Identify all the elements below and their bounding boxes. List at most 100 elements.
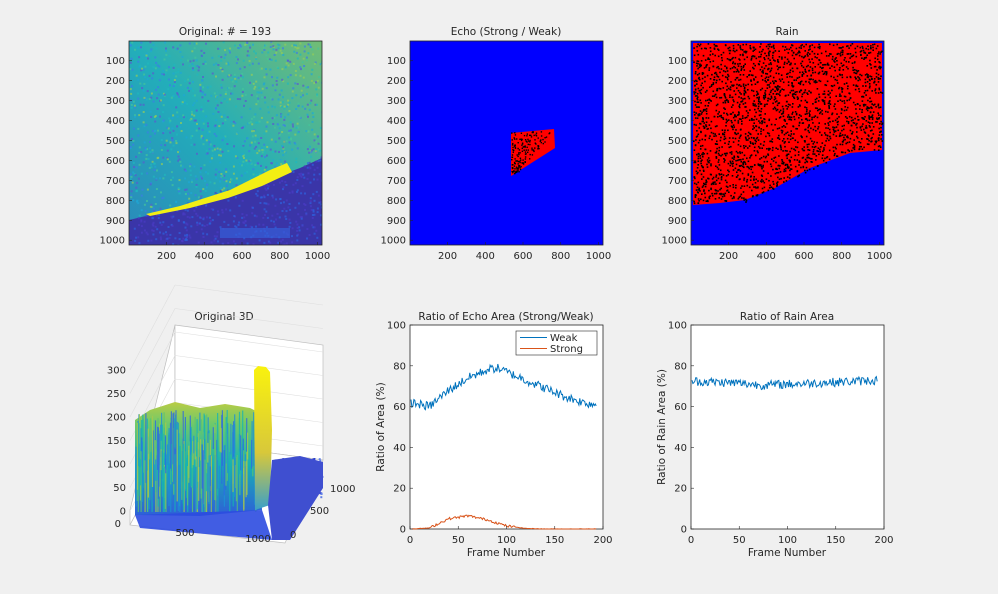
y-tick-label: 200 xyxy=(106,76,125,87)
x-tick-label: 150 xyxy=(826,535,845,546)
y-tick-label: 200 xyxy=(668,76,687,87)
rain-ratio-title: Ratio of Rain Area xyxy=(740,311,834,323)
panel-3d-title: Original 3D xyxy=(194,311,253,323)
x-tick-label: 400 xyxy=(195,251,214,262)
x-tick-label: 600 xyxy=(513,251,532,262)
y-tick-label: 80 xyxy=(674,361,687,372)
y-tick-label: 700 xyxy=(668,176,687,187)
y-tick-label: 100 xyxy=(106,56,125,67)
legend-strong-label: Strong xyxy=(550,344,583,355)
x-tick-label: 100 xyxy=(778,535,797,546)
y-tick-label: 200 xyxy=(387,76,406,87)
y-tick-label: 100 xyxy=(668,321,687,332)
original-noise-texture xyxy=(129,41,322,245)
echo-ticks: 200 400 600 800 1000 100 200 300 400 500 600 700 800… xyxy=(381,56,612,262)
panel-original: Original: # = 193 200 400 600 800 1000100200… xyxy=(100,26,331,262)
y-tick-label: 400 xyxy=(387,116,406,127)
panel-rain: Rain 200 400 600 800 1000 100 200 300 400 500 600 7… xyxy=(662,26,893,262)
rain-ratio-lines xyxy=(691,375,878,391)
y-tick-label: 1000 xyxy=(100,236,125,247)
panel-rain-ratio: Ratio of Rain Area 0 50 100 150 200 0 20 40 60 80… xyxy=(656,311,894,559)
y-tick-label: 0 xyxy=(400,525,406,536)
panel-echo-ratio: Ratio of Echo Area (Strong/Weak) 0 50 100 1… xyxy=(375,311,613,559)
y-tick-label: 1000 xyxy=(330,484,355,495)
panel-echo: Echo (Strong / Weak) 200 400 600 800 1000 100… xyxy=(381,26,612,262)
x-tick-label: 0 xyxy=(688,535,694,546)
z-tick-label: 100 xyxy=(107,460,126,471)
y-tick-label: 500 xyxy=(106,136,125,147)
echo-image xyxy=(410,41,603,245)
original-ticks: 200 400 600 800 1000 100 200 300 400 500 600 700 800… xyxy=(100,56,331,262)
y-tick-label: 500 xyxy=(310,506,329,517)
y-tick-label: 300 xyxy=(387,96,406,107)
x-tick-label: 1000 xyxy=(586,251,611,262)
echo-weak-texture xyxy=(511,131,551,175)
x-tick-label: 200 xyxy=(874,535,893,546)
series-line-weak xyxy=(410,363,597,411)
z-tick-label: 0 xyxy=(120,507,126,518)
x-tick-label: 1000 xyxy=(245,534,270,545)
x-tick-label: 400 xyxy=(476,251,495,262)
echo-ratio-title: Ratio of Echo Area (Strong/Weak) xyxy=(418,311,593,323)
echo-ratio-ylabel: Ratio of Area (%) xyxy=(375,382,387,471)
x-tick-label: 800 xyxy=(832,251,851,262)
y-tick-label: 1000 xyxy=(662,236,687,247)
rain-gap-texture xyxy=(693,43,884,205)
rain-ratio-ylabel: Ratio of Rain Area (%) xyxy=(656,369,668,485)
y-tick-label: 700 xyxy=(387,176,406,187)
y-tick-label: 20 xyxy=(393,484,406,495)
echo-frame xyxy=(409,40,604,246)
y-tick-label: 900 xyxy=(387,216,406,227)
echo-ratio-legend: Weak Strong xyxy=(515,330,598,356)
x-tick-label: 600 xyxy=(232,251,251,262)
y-tick-label: 700 xyxy=(106,176,125,187)
y-tick-label: 600 xyxy=(106,156,125,167)
x-tick-label: 0 xyxy=(407,535,413,546)
3d-surface xyxy=(135,366,324,540)
y-tick-label: 900 xyxy=(106,216,125,227)
legend-weak-label: Weak xyxy=(550,333,578,344)
x-tick-label: 50 xyxy=(733,535,746,546)
y-tick-label: 500 xyxy=(668,136,687,147)
echo-ratio-xlabel: Frame Number xyxy=(467,547,546,559)
y-tick-label: 800 xyxy=(668,196,687,207)
x-tick-label: 1000 xyxy=(867,251,892,262)
y-tick-label: 800 xyxy=(387,196,406,207)
rain-ticks: 200 400 600 800 1000 100 200 300 400 500 600 700 800… xyxy=(662,56,893,262)
y-tick-label: 600 xyxy=(387,156,406,167)
y-tick-label: 600 xyxy=(668,156,687,167)
y-tick-label: 100 xyxy=(668,56,687,67)
y-tick-label: 60 xyxy=(393,402,406,413)
x-tick-label: 0 xyxy=(115,519,121,530)
series-line-strong xyxy=(411,514,597,530)
rain-ratio-xlabel: Frame Number xyxy=(748,547,827,559)
original-frame xyxy=(128,40,323,246)
y-tick-label: 300 xyxy=(106,96,125,107)
x-tick-label: 50 xyxy=(452,535,465,546)
z-tick-label: 50 xyxy=(113,483,126,494)
x-tick-label: 800 xyxy=(551,251,570,262)
panel-original-title: Original: # = 193 xyxy=(179,26,271,38)
y-tick-label: 0 xyxy=(290,530,296,541)
echo-ratio-ticks: 0 50 100 150 200 0 20 40 60 80 100 xyxy=(387,321,613,547)
y-tick-label: 40 xyxy=(393,443,406,454)
x-tick-label: 200 xyxy=(593,535,612,546)
x-tick-label: 150 xyxy=(545,535,564,546)
echo-ratio-lines xyxy=(410,363,597,530)
x-tick-label: 200 xyxy=(438,251,457,262)
y-tick-label: 900 xyxy=(668,216,687,227)
z-tick-label: 300 xyxy=(107,366,126,377)
z-tick-label: 250 xyxy=(107,389,126,400)
y-tick-label: 80 xyxy=(393,361,406,372)
panel-echo-title: Echo (Strong / Weak) xyxy=(451,26,562,38)
x-tick-label: 200 xyxy=(719,251,738,262)
panel-rain-title: Rain xyxy=(775,26,798,38)
y-tick-label: 100 xyxy=(387,56,406,67)
y-tick-label: 400 xyxy=(106,116,125,127)
x-tick-label: 100 xyxy=(497,535,516,546)
y-tick-label: 20 xyxy=(674,484,687,495)
z-tick-label: 200 xyxy=(107,413,126,424)
